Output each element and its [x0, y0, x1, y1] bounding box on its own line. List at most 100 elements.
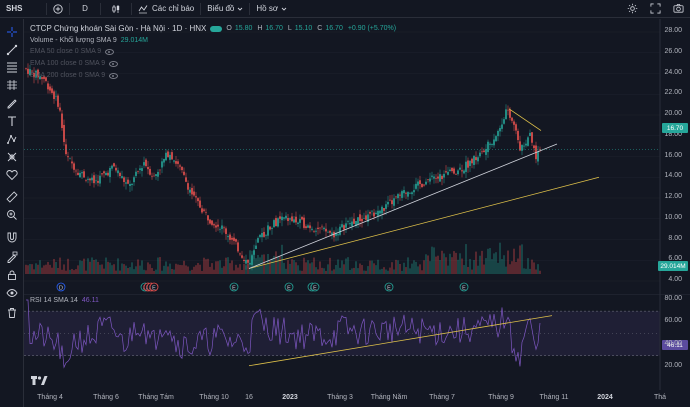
candle-body: [139, 168, 141, 170]
profile-menu[interactable]: Hồ sơ: [250, 0, 293, 18]
price-tick-label: 6.00: [668, 255, 682, 263]
hidden-eye-icon[interactable]: [109, 60, 119, 67]
candle-body: [93, 175, 95, 184]
candle-body: [419, 180, 421, 185]
hidden-eye-icon[interactable]: [109, 72, 119, 79]
ema200-legend[interactable]: EMA 200 close 0 SMA 9: [30, 72, 119, 79]
candle-body: [235, 239, 237, 242]
volume-bar: [81, 260, 83, 274]
candle-body: [461, 170, 463, 172]
candle-body: [125, 182, 127, 184]
rsi-chart[interactable]: [24, 294, 690, 390]
volume-label: Volume - Khối lượng SMA 9: [30, 37, 117, 44]
text-tool[interactable]: [4, 113, 20, 129]
charts-menu[interactable]: Biểu đồ: [201, 0, 249, 18]
candle-body: [145, 159, 147, 167]
time-axis[interactable]: Tháng 4 Tháng 6 Tháng Tám Tháng 10 16 2023 Thá…: [24, 390, 666, 407]
indicators-button[interactable]: Các chỉ báo: [132, 0, 200, 18]
rsi-legend[interactable]: RSI 14 SMA 14 46.11: [30, 297, 99, 304]
settings-button[interactable]: [621, 0, 644, 18]
ruler-tool[interactable]: [4, 189, 20, 205]
tradingview-logo-icon[interactable]: [30, 374, 48, 386]
candle-body: [493, 139, 495, 146]
volume-bar: [127, 268, 129, 274]
candle-body: [161, 161, 163, 168]
candle-body: [487, 141, 489, 153]
hidden-eye-icon[interactable]: [105, 48, 115, 55]
volume-bar: [327, 264, 329, 274]
snapshot-button[interactable]: [667, 0, 690, 18]
volume-bar: [539, 270, 541, 274]
drawing-mode-tool[interactable]: [4, 249, 20, 265]
trash-icon: [8, 308, 16, 318]
candle-body: [281, 216, 283, 221]
candle-body: [291, 216, 293, 222]
volume-bar: [367, 266, 369, 274]
candle-body: [127, 179, 129, 184]
candle-body: [57, 95, 59, 107]
volume-legend[interactable]: Volume - Khối lượng SMA 9 29.014M: [30, 37, 148, 44]
crosshair-tool[interactable]: [4, 24, 20, 40]
volume-bar: [295, 262, 297, 274]
candle-body: [205, 212, 207, 214]
candle-body: [319, 227, 321, 229]
candle-body: [49, 86, 51, 91]
volume-bar: [165, 261, 167, 274]
candle-body: [131, 183, 133, 185]
volume-bar: [339, 267, 341, 274]
event-marker-label: E: [313, 286, 317, 292]
rsi-tick-label: 20.00: [664, 361, 682, 369]
pattern-tool[interactable]: [4, 131, 20, 147]
candle-body: [279, 216, 281, 219]
time-tick-label: Tháng 7: [429, 394, 455, 401]
candle-body: [245, 259, 247, 264]
trendline-tool[interactable]: [4, 42, 20, 58]
volume-bar: [523, 268, 525, 274]
candle-body: [29, 69, 31, 76]
volume-bar: [423, 260, 425, 274]
lock-tool[interactable]: [4, 267, 20, 283]
chart-style-button[interactable]: [101, 0, 131, 18]
favorite-tool[interactable]: [4, 167, 20, 183]
rsi-tick-label: 80.00: [664, 295, 682, 302]
candle-body: [415, 183, 417, 189]
candle-body: [31, 70, 33, 72]
symbol-search[interactable]: SHS: [0, 0, 46, 18]
volume-bar: [301, 270, 303, 274]
trendline-icon: [6, 44, 18, 56]
volume-bar: [403, 262, 405, 274]
fullscreen-button[interactable]: [644, 0, 667, 18]
candle-body: [107, 172, 109, 176]
zoom-tool[interactable]: [4, 207, 20, 223]
candle-body: [61, 113, 63, 129]
prediction-tool[interactable]: [4, 149, 20, 165]
price-chart[interactable]: DEDEEEEEEEE: [24, 19, 690, 294]
pen-tool[interactable]: [4, 95, 20, 111]
candle-body: [469, 160, 471, 167]
fib-tool[interactable]: [4, 59, 20, 75]
volume-bar: [485, 258, 487, 274]
candle-body: [347, 221, 349, 222]
volume-bar: [409, 268, 411, 274]
volume-bar: [181, 265, 183, 274]
add-symbol-button[interactable]: [47, 0, 69, 18]
volume-bar: [351, 268, 353, 274]
candle-body: [117, 170, 119, 174]
ema100-legend[interactable]: EMA 100 close 0 SMA 9: [30, 60, 119, 67]
remove-drawings-tool[interactable]: [4, 305, 20, 321]
candle-body: [363, 218, 365, 219]
brush-tool[interactable]: [4, 77, 20, 93]
candle-body: [465, 161, 467, 172]
candle-body: [203, 209, 205, 211]
volume-bar: [335, 264, 337, 274]
interval-button[interactable]: D: [70, 0, 100, 18]
candle-body: [293, 219, 295, 223]
candle-body: [529, 132, 531, 136]
hide-drawings-tool[interactable]: [4, 285, 20, 301]
magnet-tool[interactable]: [4, 229, 20, 245]
candle-body: [381, 206, 383, 214]
candle-body: [169, 154, 171, 160]
ema50-legend[interactable]: EMA 50 close 0 SMA 9: [30, 48, 115, 55]
event-marker: E: [284, 282, 294, 292]
volume-bar: [377, 259, 379, 274]
